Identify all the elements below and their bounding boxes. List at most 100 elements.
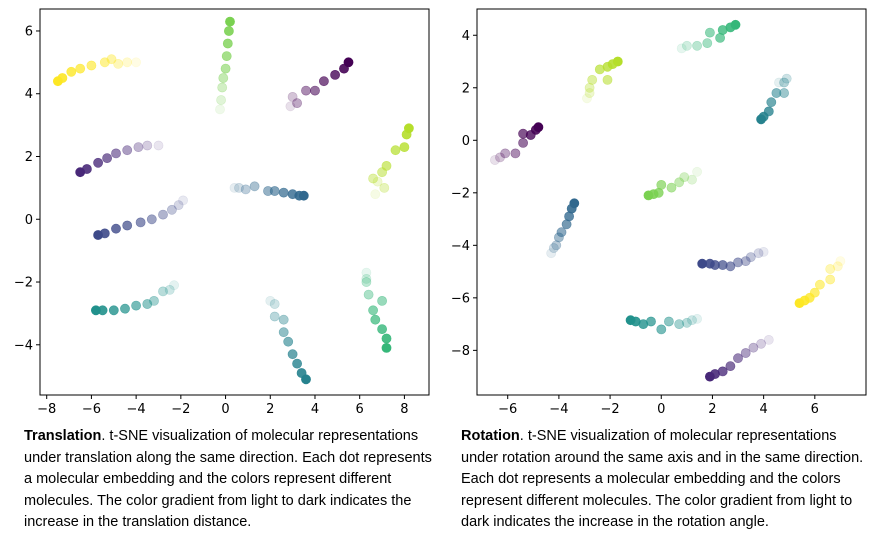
data-point <box>99 57 110 68</box>
data-point <box>692 40 702 51</box>
data-point <box>682 40 692 51</box>
data-point <box>361 277 372 287</box>
data-point <box>556 227 567 238</box>
data-point <box>740 256 751 266</box>
data-point <box>164 284 175 295</box>
data-point <box>216 95 226 105</box>
data-point <box>149 295 159 306</box>
data-point <box>146 214 157 225</box>
data-point <box>102 153 112 163</box>
data-point <box>339 63 349 74</box>
data-point <box>221 51 232 61</box>
data-point <box>763 334 774 345</box>
data-point <box>832 261 843 272</box>
data-point <box>93 157 103 168</box>
data-point <box>361 267 372 278</box>
data-point <box>310 85 320 96</box>
y-tick-label: −8 <box>451 344 470 359</box>
data-point <box>518 137 528 148</box>
data-point <box>602 75 613 85</box>
x-tick-label: −2 <box>600 402 619 417</box>
data-point <box>825 274 836 285</box>
y-tick-label: 4 <box>25 87 33 102</box>
data-point <box>748 342 759 353</box>
data-point <box>372 176 383 187</box>
data-point <box>301 85 311 96</box>
data-point <box>674 177 685 188</box>
data-point <box>220 63 231 74</box>
data-point <box>702 38 713 48</box>
data-point <box>779 88 789 98</box>
x-tick-label: 8 <box>400 402 408 417</box>
y-tick-label: −2 <box>14 276 33 291</box>
data-point <box>265 295 276 306</box>
data-point <box>401 129 412 140</box>
data-point <box>377 324 387 334</box>
translation-scatter-plot: −8 −6 −4 −2 0 2 4 6 8 −4 −2 0 2 4 6 <box>14 8 430 417</box>
data-point <box>158 286 168 297</box>
data-point <box>674 319 685 329</box>
data-point <box>692 313 702 324</box>
data-point <box>82 164 92 174</box>
x-tick-label: −8 <box>37 402 56 417</box>
data-point <box>682 317 692 328</box>
data-point <box>500 148 511 159</box>
data-point <box>292 358 302 369</box>
data-point <box>825 264 836 274</box>
x-tick-label: 4 <box>759 402 767 417</box>
data-point <box>676 43 687 54</box>
data-point <box>287 189 298 200</box>
y-tick-label: −4 <box>451 239 470 254</box>
data-point <box>113 59 124 69</box>
data-point <box>781 73 792 84</box>
data-point <box>296 368 307 378</box>
data-point <box>666 182 677 193</box>
data-point <box>223 26 234 36</box>
x-tick-label: 2 <box>266 402 274 417</box>
data-point <box>546 248 557 259</box>
data-point <box>225 16 235 27</box>
data-point <box>582 93 592 104</box>
figure-panels: −8 −6 −4 −2 0 2 4 6 8 −4 −2 0 2 4 6 −6 −4 −2 0 2 4 6 −8 −6 −4 −2… <box>14 8 867 417</box>
data-point <box>758 246 769 257</box>
data-point <box>766 97 777 108</box>
data-point <box>173 200 184 210</box>
data-point <box>120 303 130 314</box>
x-tick-label: 4 <box>311 402 319 417</box>
x-tick-label: −2 <box>171 402 190 417</box>
data-point <box>692 166 702 177</box>
rotation-caption-text: t-SNE visualization of molecular represe… <box>461 428 864 530</box>
data-point <box>763 106 774 117</box>
data-point <box>75 63 86 74</box>
data-point <box>178 195 188 206</box>
data-point <box>379 182 390 193</box>
data-point <box>587 75 598 85</box>
data-point <box>122 145 133 156</box>
data-point <box>381 333 392 344</box>
data-point <box>594 64 605 75</box>
data-point <box>679 172 690 182</box>
translation-caption-title: Translation <box>24 428 102 444</box>
data-point <box>215 104 225 115</box>
data-point <box>133 142 144 152</box>
translation-caption-text: t-SNE visualization of molecular represe… <box>24 428 432 530</box>
data-point <box>370 189 381 200</box>
data-point <box>756 338 766 349</box>
data-point <box>229 182 240 193</box>
data-point <box>131 57 141 68</box>
data-point <box>705 27 715 38</box>
data-point <box>135 217 146 228</box>
data-point <box>725 261 736 272</box>
data-point <box>584 82 595 93</box>
data-point <box>122 220 133 231</box>
data-point <box>111 223 121 234</box>
data-point <box>771 88 782 98</box>
data-point <box>363 289 374 300</box>
data-point <box>733 353 743 364</box>
data-point <box>131 300 141 311</box>
data-point <box>399 142 410 152</box>
data-point <box>584 88 595 98</box>
data-point <box>222 38 233 49</box>
data-point <box>234 182 244 193</box>
plot-frame <box>476 8 867 396</box>
